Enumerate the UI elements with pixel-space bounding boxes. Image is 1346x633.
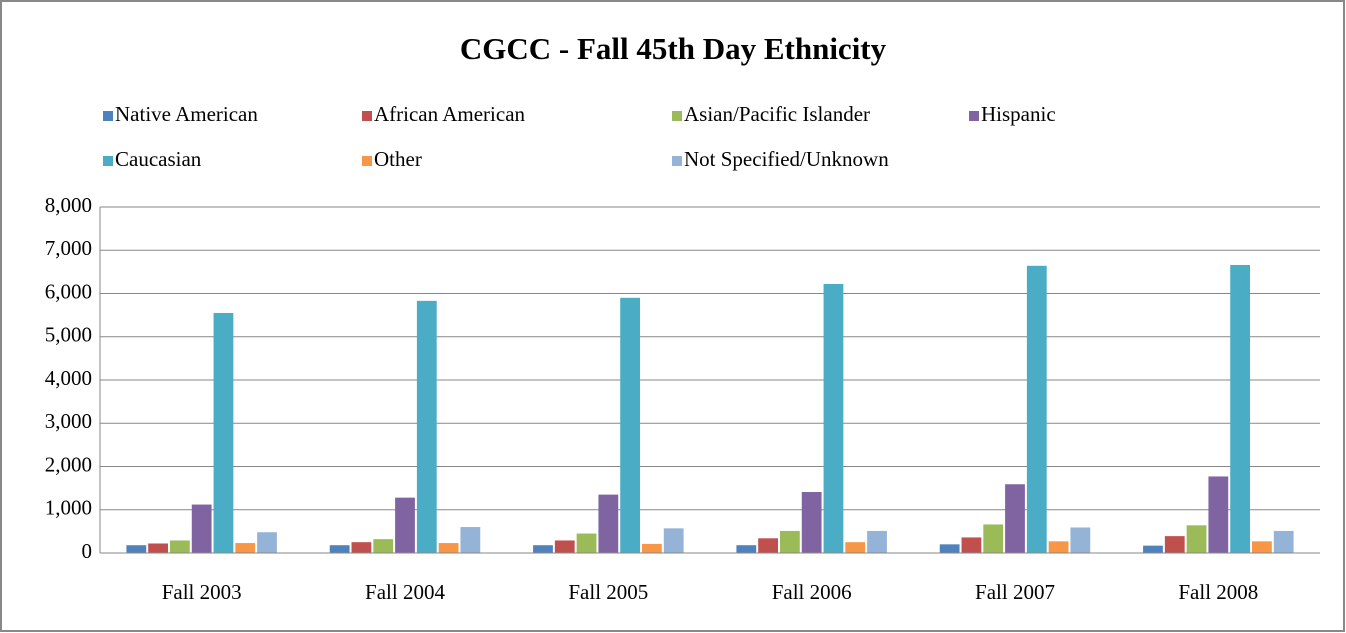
bar bbox=[438, 543, 459, 553]
legend-label: Other bbox=[374, 147, 422, 171]
bar bbox=[533, 545, 553, 553]
x-tick-label: Fall 2003 bbox=[162, 580, 242, 604]
bar bbox=[257, 532, 277, 553]
legend-swatch bbox=[362, 156, 372, 166]
bar bbox=[779, 530, 800, 553]
bar bbox=[1005, 484, 1025, 553]
y-tick-label: 2,000 bbox=[45, 452, 92, 476]
y-tick-label: 1,000 bbox=[45, 496, 92, 520]
bar bbox=[235, 543, 256, 553]
x-tick-label: Fall 2004 bbox=[365, 580, 445, 604]
bar bbox=[554, 540, 575, 553]
bar bbox=[663, 528, 684, 553]
y-tick-label: 5,000 bbox=[45, 323, 92, 347]
bar bbox=[1208, 476, 1229, 553]
legend-swatch bbox=[672, 111, 682, 121]
bar bbox=[1070, 527, 1091, 553]
bar bbox=[736, 545, 757, 553]
legend-label: Hispanic bbox=[981, 102, 1056, 126]
bar bbox=[1164, 536, 1185, 553]
bar bbox=[416, 300, 437, 553]
bar bbox=[576, 533, 597, 553]
bar bbox=[823, 283, 844, 553]
bar bbox=[642, 543, 662, 553]
bar bbox=[801, 492, 822, 553]
legend-swatch bbox=[103, 111, 113, 121]
legend-label: African American bbox=[374, 102, 526, 126]
legend-swatch bbox=[969, 111, 979, 121]
legend-swatch bbox=[362, 111, 372, 121]
bar bbox=[598, 494, 619, 553]
y-tick-label: 8,000 bbox=[45, 193, 92, 217]
chart-title: CGCC - Fall 45th Day Ethnicity bbox=[460, 31, 887, 66]
legend-swatch bbox=[672, 156, 682, 166]
bar bbox=[460, 527, 481, 553]
bar bbox=[191, 504, 212, 553]
legend-label: Caucasian bbox=[115, 147, 202, 171]
bar bbox=[169, 540, 190, 553]
bar bbox=[620, 297, 641, 553]
bar bbox=[1026, 265, 1047, 553]
bar bbox=[845, 542, 866, 553]
bar bbox=[1230, 264, 1251, 553]
y-tick-label: 6,000 bbox=[45, 279, 92, 303]
legend-label: Not Specified/Unknown bbox=[684, 147, 889, 171]
y-tick-label: 4,000 bbox=[45, 366, 92, 390]
bar bbox=[148, 543, 168, 553]
legend-label: Native American bbox=[115, 102, 258, 126]
y-tick-label: 7,000 bbox=[45, 236, 92, 260]
y-tick-label: 0 bbox=[82, 539, 93, 563]
bar bbox=[373, 539, 394, 553]
x-tick-label: Fall 2007 bbox=[975, 580, 1055, 604]
bar bbox=[1252, 541, 1272, 553]
bar bbox=[983, 524, 1004, 553]
bar bbox=[1048, 541, 1069, 553]
bar bbox=[351, 542, 372, 553]
y-tick-label: 3,000 bbox=[45, 409, 92, 433]
x-tick-label: Fall 2005 bbox=[568, 580, 648, 604]
bar bbox=[213, 312, 234, 553]
x-tick-label: Fall 2006 bbox=[772, 580, 852, 604]
legend-swatch bbox=[103, 156, 113, 166]
bar bbox=[1186, 525, 1207, 553]
legend-label: Asian/Pacific Islander bbox=[684, 102, 870, 126]
bar bbox=[126, 545, 147, 553]
x-tick-label: Fall 2008 bbox=[1178, 580, 1258, 604]
bar bbox=[395, 497, 415, 553]
bar bbox=[867, 530, 887, 553]
bar bbox=[329, 545, 350, 553]
bar bbox=[1273, 530, 1294, 553]
bar bbox=[1143, 545, 1163, 553]
bar bbox=[758, 538, 778, 553]
bar bbox=[939, 544, 960, 553]
bar bbox=[961, 537, 982, 553]
